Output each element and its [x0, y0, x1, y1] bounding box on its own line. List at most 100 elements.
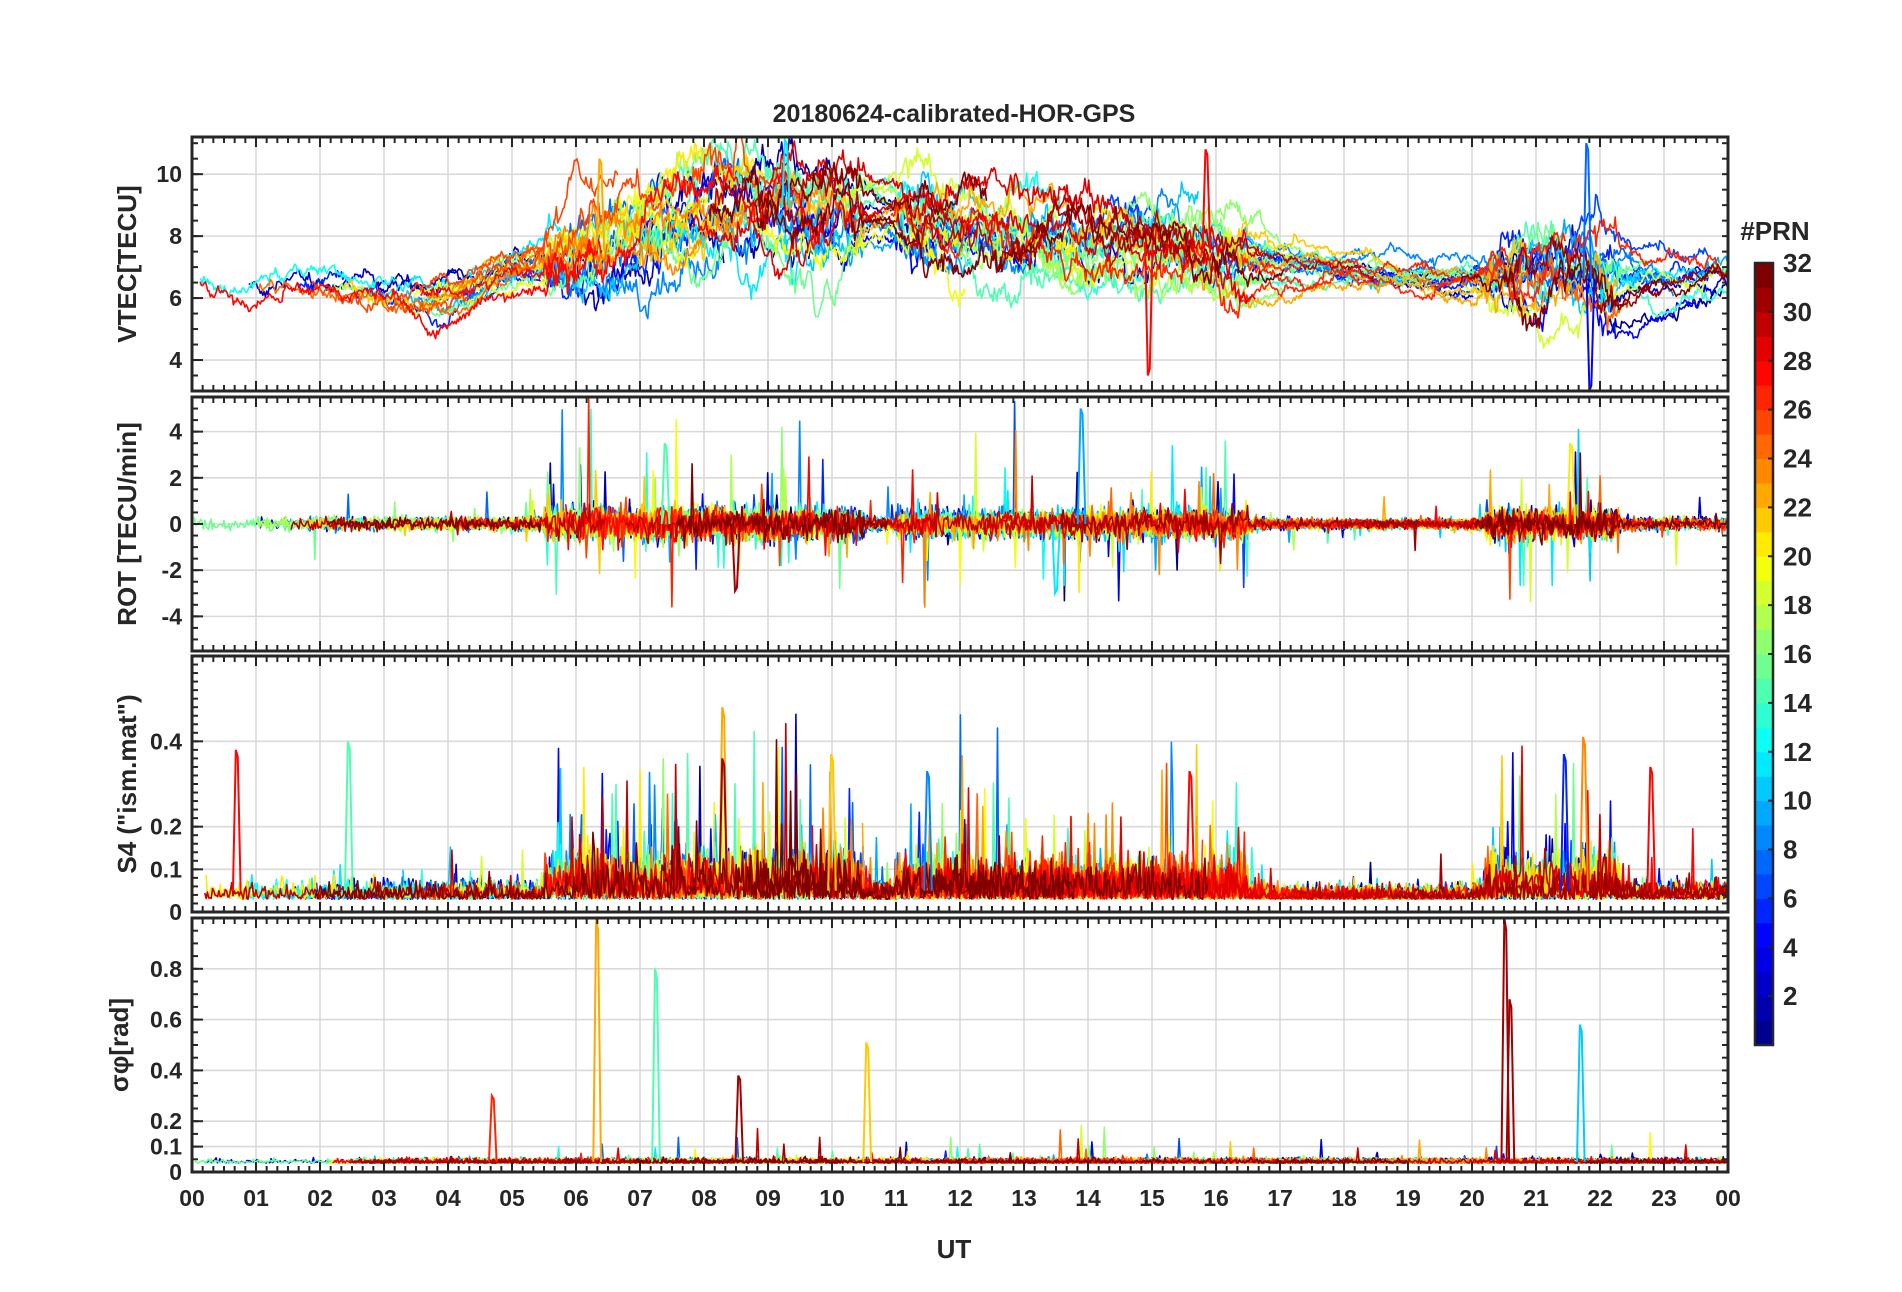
- colorbar-tick-label: 32: [1783, 248, 1812, 278]
- x-tick-label: 07: [627, 1185, 653, 1211]
- colorbar-tick-label: 2: [1783, 981, 1797, 1011]
- x-tick-label: 03: [371, 1185, 397, 1211]
- prn-trace: [349, 1155, 593, 1164]
- prn-trace: [1057, 502, 1420, 565]
- y-tick-label: 0.8: [150, 956, 182, 982]
- spike-mark: [487, 1092, 498, 1162]
- x-tick-label: 16: [1203, 1185, 1229, 1211]
- prn-trace: [633, 1156, 885, 1164]
- spike-mark: [1582, 142, 1593, 279]
- colorbar-segment: [1755, 873, 1773, 899]
- colorbar-label: #PRN: [1740, 216, 1809, 246]
- prn-trace: [1273, 1147, 1728, 1164]
- x-tick-label: 10: [819, 1185, 845, 1211]
- prn-trace: [1236, 248, 1523, 314]
- colorbar-segment: [1755, 336, 1773, 362]
- y-tick-label: 0.2: [150, 814, 182, 840]
- traces: [193, 397, 1728, 608]
- colorbar-segment: [1755, 971, 1773, 997]
- spike-mark: [1185, 770, 1196, 891]
- x-tick-label: 06: [563, 1185, 589, 1211]
- y-axis-label: S4 ("ism.mat"): [112, 694, 142, 873]
- y-tick-label: 4: [169, 347, 182, 373]
- prn-trace: [391, 137, 876, 302]
- colorbar-segment: [1755, 996, 1773, 1022]
- prn-trace: [890, 194, 1373, 319]
- colorbar-segment: [1755, 360, 1773, 386]
- spike-mark: [1585, 278, 1596, 391]
- y-axis-label: VTEC[TECU]: [112, 185, 142, 342]
- x-tick-label: 13: [1011, 1185, 1037, 1211]
- y-axis-label: σφ[rad]: [104, 998, 134, 1092]
- x-tick-label: 00: [179, 1185, 205, 1211]
- prn-trace: [343, 194, 729, 310]
- prn-trace: [1091, 816, 1388, 900]
- prn-trace: [199, 239, 603, 340]
- y-tick-label: 8: [169, 223, 182, 249]
- colorbar-segment: [1755, 727, 1773, 753]
- prn-trace: [869, 177, 1403, 309]
- prn-trace: [709, 161, 988, 224]
- prn-trace: [1582, 1156, 1728, 1164]
- spike-mark: [231, 749, 242, 891]
- spike-mark: [651, 968, 661, 1162]
- colorbar-tick-label: 22: [1783, 492, 1812, 522]
- x-tick-label: 22: [1587, 1185, 1613, 1211]
- y-tick-label: 0: [169, 511, 182, 537]
- x-tick-label: 14: [1075, 1185, 1101, 1211]
- spike-mark: [595, 158, 606, 251]
- prn-trace: [199, 263, 397, 297]
- x-tick-label: 11: [884, 1185, 909, 1211]
- colorbar-segment: [1755, 898, 1773, 924]
- prn-trace: [667, 195, 966, 307]
- spike-mark: [923, 770, 933, 891]
- prn-trace: [675, 462, 889, 549]
- x-tick-label: 05: [499, 1185, 525, 1211]
- spike-mark: [1579, 736, 1589, 891]
- colorbar-segment: [1755, 702, 1773, 728]
- x-tick-label: 08: [691, 1185, 717, 1211]
- colorbar-tick-label: 18: [1783, 590, 1812, 620]
- colorbar-tick-label: 6: [1783, 883, 1797, 913]
- colorbar-tick-label: 14: [1783, 688, 1812, 718]
- spike-mark: [1575, 1024, 1586, 1162]
- traces: [199, 137, 1728, 391]
- spike-mark: [1051, 523, 1061, 597]
- prn-trace: [597, 156, 888, 267]
- colorbar-segment: [1755, 800, 1773, 826]
- prn-trace: [326, 516, 542, 533]
- colorbar-segment: [1755, 311, 1773, 337]
- y-tick-label: 0.6: [150, 1007, 182, 1033]
- prn-trace: [1459, 259, 1728, 332]
- x-tick-label: 02: [307, 1185, 333, 1211]
- prn-trace: [1503, 236, 1728, 314]
- x-tick-label: 01: [243, 1185, 269, 1211]
- prn-trace: [692, 187, 1256, 305]
- x-tick-label: 17: [1267, 1185, 1293, 1211]
- chart-title: 20180624-calibrated-HOR-GPS: [773, 100, 1136, 128]
- colorbar-segment: [1755, 531, 1773, 557]
- y-tick-label: 0.1: [150, 856, 182, 882]
- panel-s4: 0 0.1 0.2 0.4 S4 ("ism.mat"): [112, 654, 1730, 925]
- y-tick-label: 0.2: [150, 1108, 182, 1134]
- y-tick-label: 10: [156, 161, 182, 187]
- prn-trace: [1009, 198, 1209, 266]
- prn-trace: [624, 475, 1083, 546]
- x-tick-label: 18: [1331, 1185, 1357, 1211]
- colorbar-segment: [1755, 922, 1773, 948]
- y-axis-label: ROT [TECU/min]: [112, 422, 142, 626]
- colorbar-tick-label: 26: [1783, 395, 1812, 425]
- spike-mark: [862, 1042, 873, 1162]
- colorbar-segment: [1755, 287, 1773, 313]
- prn-trace: [204, 849, 539, 901]
- y-tick-label: 2: [169, 465, 182, 491]
- panel-sigma_phi: 00.10.2 0.4 0.6 0.8 σφ[rad]: [104, 916, 1730, 1185]
- traces: [194, 918, 1728, 1164]
- prn-trace: [881, 1146, 1408, 1164]
- colorbar-segment: [1755, 678, 1773, 704]
- x-tick-label: 12: [947, 1185, 973, 1211]
- prn-trace: [311, 158, 619, 316]
- spike-mark: [781, 137, 791, 208]
- panel-vtec: 4 6 8 10 VTEC[TECU]: [112, 135, 1730, 393]
- colorbar-segment: [1755, 654, 1773, 679]
